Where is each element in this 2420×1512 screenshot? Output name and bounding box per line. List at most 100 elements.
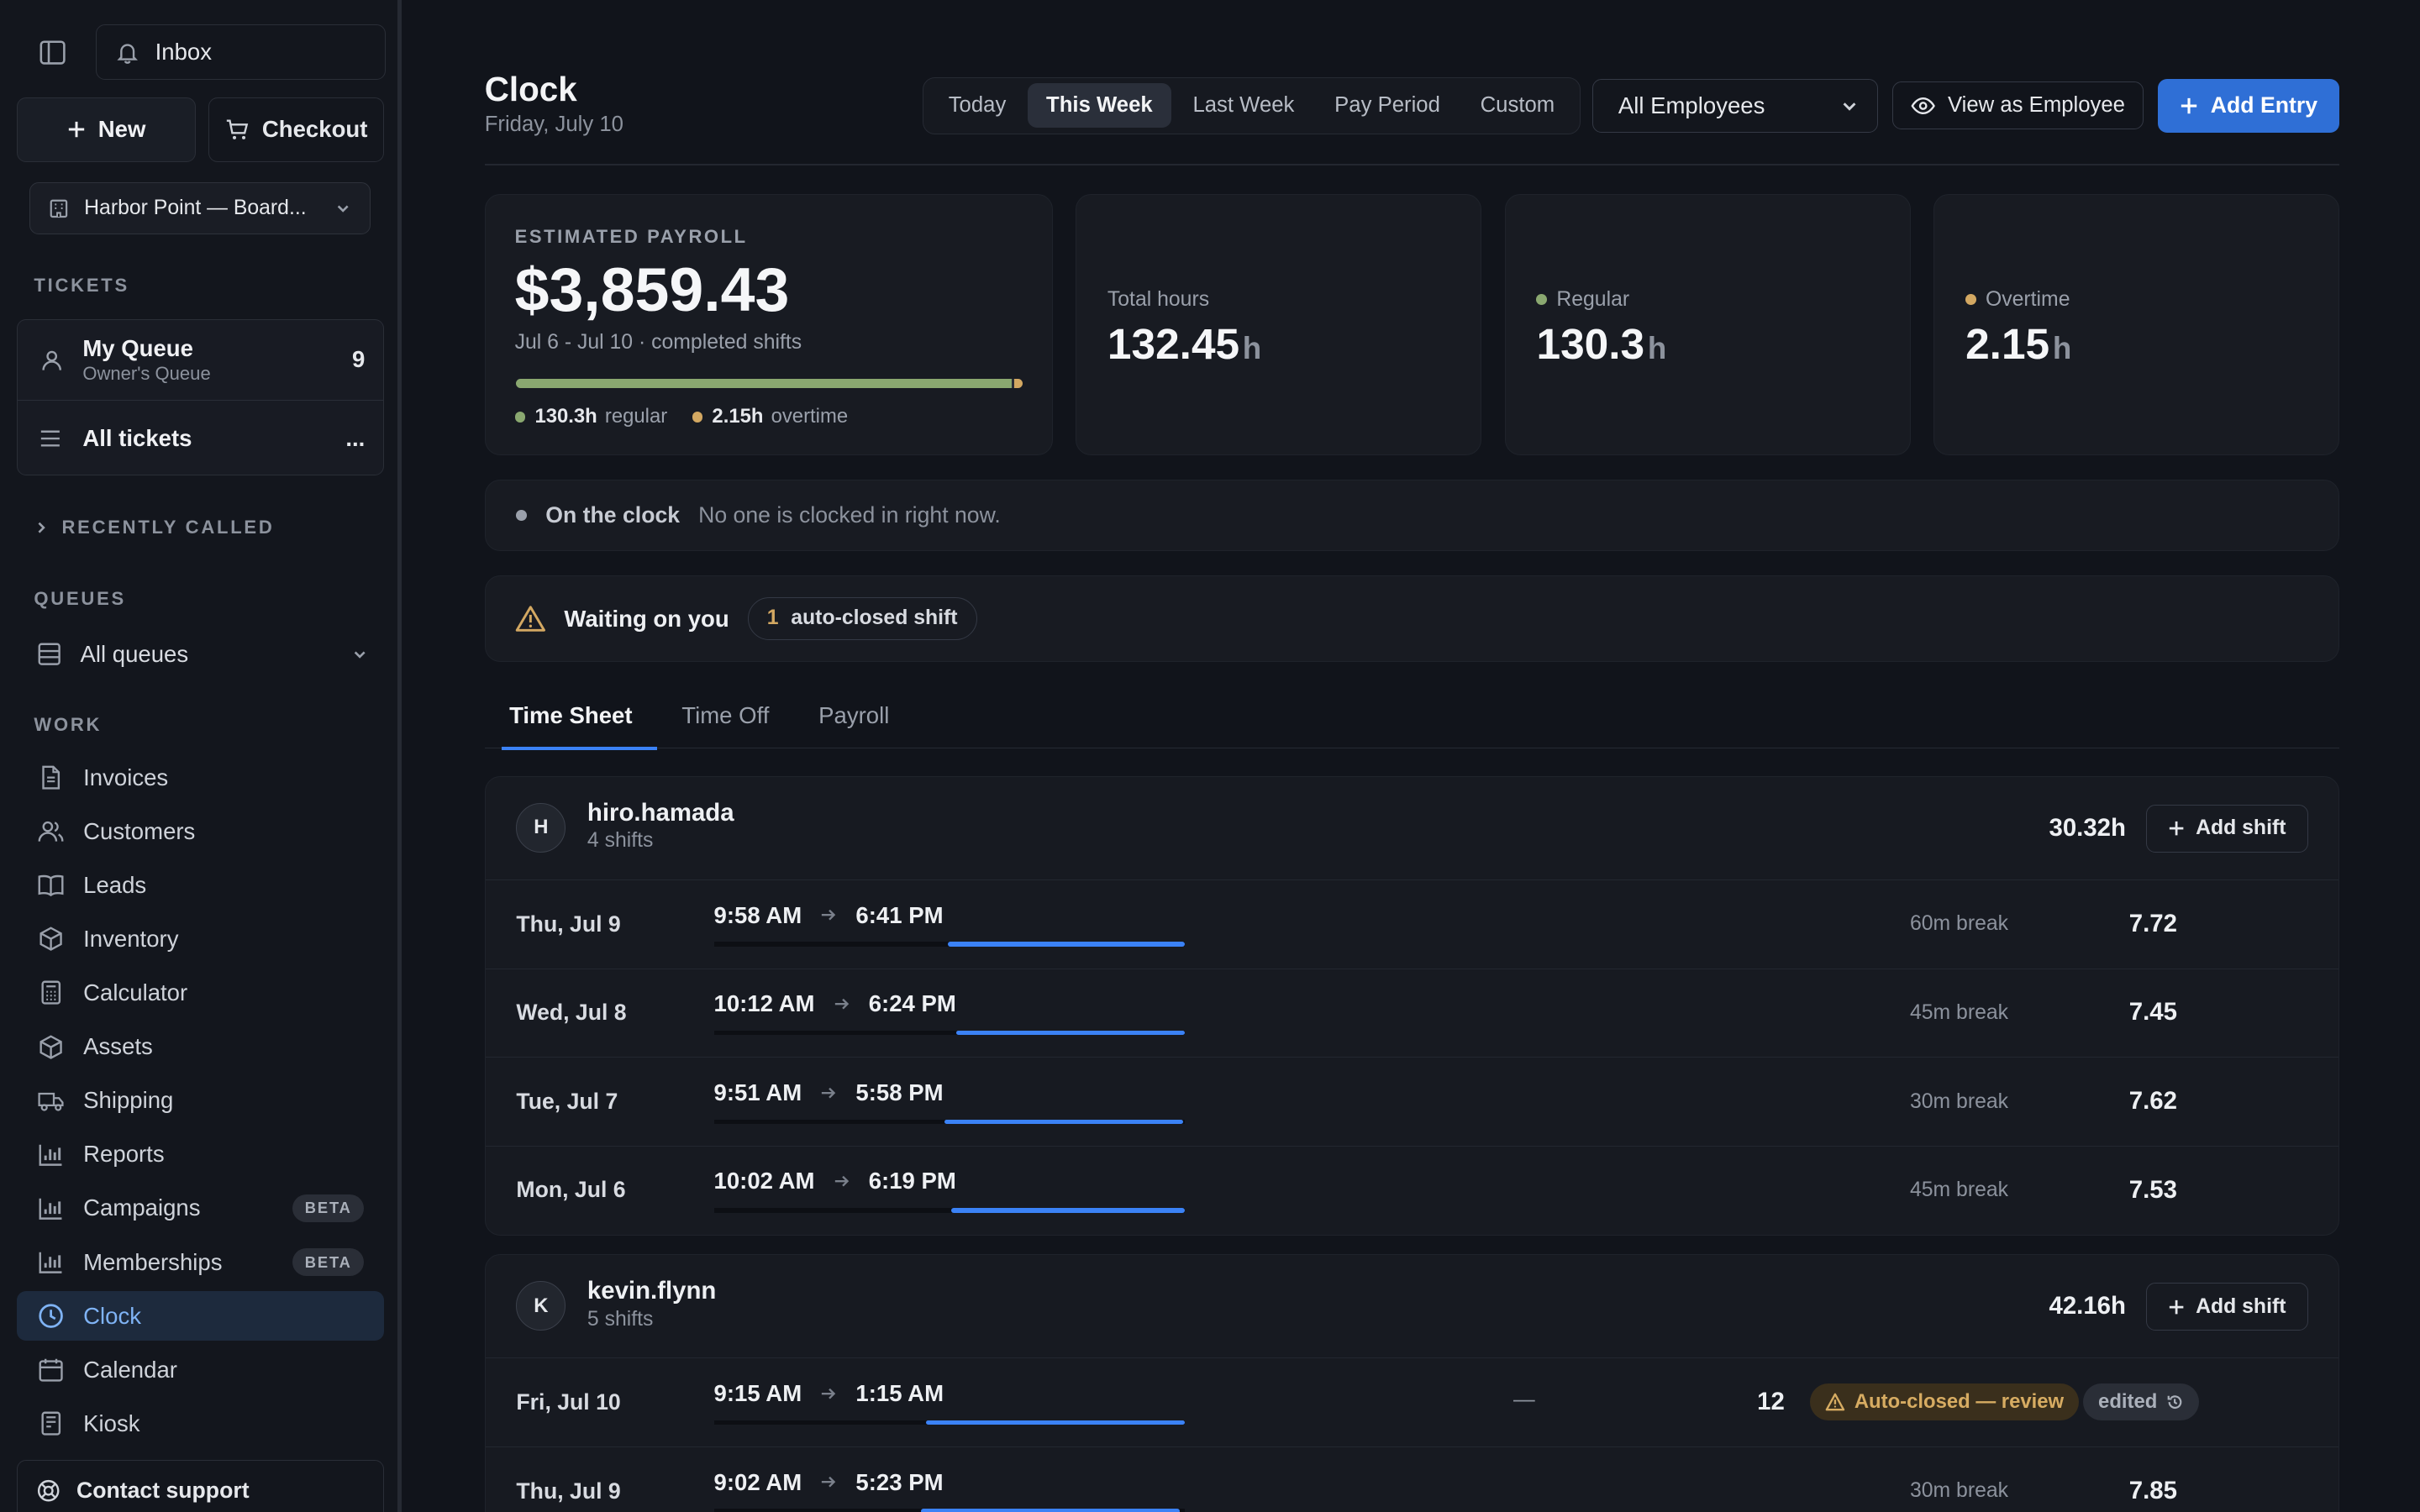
overtime-hours-label: Overtime xyxy=(1965,288,2070,312)
shift-end: 6:24 PM xyxy=(868,990,956,1017)
sidebar-item-clock[interactable]: Clock xyxy=(17,1291,385,1341)
recently-called-toggle[interactable]: RECENTLY CALLED xyxy=(34,517,274,538)
shift-break: — xyxy=(1512,1388,1535,1412)
total-hours-value: 132.45 h xyxy=(1107,318,1261,369)
checkout-button[interactable]: Checkout xyxy=(208,97,385,162)
on-clock-text: No one is clocked in right now. xyxy=(698,501,1001,528)
sidebar-item-shipping[interactable]: Shipping xyxy=(17,1076,384,1126)
sidebar-item-customers[interactable]: Customers xyxy=(17,806,384,856)
overtime-hours-label-text: Overtime xyxy=(1985,287,2070,311)
sidebar-item-assets[interactable]: Assets xyxy=(17,1022,384,1072)
recently-called-label: RECENTLY CALLED xyxy=(61,517,275,538)
sidebar-item-label: Invoices xyxy=(83,764,169,790)
tab-time-sheet[interactable]: Time Sheet xyxy=(485,684,657,750)
add-entry-button[interactable]: Add Entry xyxy=(2157,78,2340,133)
chevron-down-icon xyxy=(335,201,350,216)
store-selector[interactable]: Harbor Point — Board... xyxy=(29,181,371,235)
tickets-heading: TICKETS xyxy=(34,274,129,296)
all-queues-label: All queues xyxy=(80,640,189,667)
my-queue-count: 9 xyxy=(351,346,366,373)
legend-regular-value: 130.3h xyxy=(534,405,597,428)
auto-closed-badge[interactable]: Auto-closed — review xyxy=(1809,1383,2080,1420)
shift-start: 10:02 AM xyxy=(713,1168,815,1194)
shift-day: Thu, Jul 9 xyxy=(516,911,621,937)
sidebar: Inbox New Checkout Harbor Point — Board. xyxy=(0,0,402,1512)
all-queues-selector[interactable]: All queues xyxy=(37,636,367,673)
new-button[interactable]: New xyxy=(17,97,197,162)
shift-row[interactable]: Thu, Jul 9 9:02 AM 5:23 PM 30m break 7.85 xyxy=(486,1447,2339,1512)
timesheet-tabs: Time Sheet Time Off Payroll xyxy=(484,684,2340,750)
users-icon xyxy=(37,817,65,845)
sidebar-item-inventory[interactable]: Inventory xyxy=(17,915,384,964)
shift-end: 5:58 PM xyxy=(855,1079,944,1105)
sidebar-item-kiosk[interactable]: Kiosk xyxy=(17,1399,384,1449)
shift-timeline-track xyxy=(713,1420,1185,1425)
shift-timeline-track xyxy=(713,942,1185,947)
shift-start: 9:58 AM xyxy=(713,901,802,928)
bar-chart-icon xyxy=(37,1194,65,1222)
shift-timeline-fill xyxy=(944,1119,1184,1125)
shift-hours: 7.72 xyxy=(2128,909,2177,937)
tab-time-off[interactable]: Time Off xyxy=(681,702,770,729)
range-tab-last-week[interactable]: Last Week xyxy=(1192,93,1295,118)
tab-payroll[interactable]: Payroll xyxy=(818,702,890,729)
shift-break: 45m break xyxy=(1909,1179,2009,1202)
chevron-down-icon xyxy=(352,647,367,662)
waiting-label: Waiting on you xyxy=(564,605,729,632)
eye-icon xyxy=(1911,97,1935,115)
shift-row[interactable]: Tue, Jul 7 9:51 AM 5:58 PM 30m break 7.62 xyxy=(485,1058,2339,1147)
shift-row[interactable]: Wed, Jul 8 10:12 AM 6:24 PM 45m break 7.45 xyxy=(485,969,2339,1058)
inbox-button[interactable]: Inbox xyxy=(95,24,387,81)
shift-times: 9:02 AM 5:23 PM xyxy=(714,1469,944,1496)
shift-day: Tue, Jul 7 xyxy=(516,1088,618,1114)
sidebar-item-memberships[interactable]: Memberships BETA xyxy=(17,1237,384,1287)
queues-heading: QUEUES xyxy=(34,587,126,609)
all-tickets-item[interactable]: All tickets ... xyxy=(18,401,383,476)
sidebar-item-calendar[interactable]: Calendar xyxy=(17,1345,384,1394)
add-shift-button[interactable]: Add shift xyxy=(2145,1283,2308,1331)
shift-end: 1:15 AM xyxy=(855,1379,944,1406)
regular-bar-fill xyxy=(516,378,1012,388)
auto-closed-shift-pill[interactable]: 1 auto-closed shift xyxy=(747,596,977,641)
sidebar-toggle-icon[interactable] xyxy=(31,26,74,78)
hours-unit: h xyxy=(1647,331,1667,366)
range-tab-this-week[interactable]: This Week xyxy=(1028,83,1171,129)
employee-filter-select[interactable]: All Employees xyxy=(1592,78,1879,133)
book-icon xyxy=(37,871,65,899)
sidebar-item-reports[interactable]: Reports xyxy=(17,1130,384,1179)
auto-closed-badge-label: Auto-closed — review xyxy=(1854,1389,2065,1413)
history-icon xyxy=(2166,1394,2183,1410)
sidebar-item-label: Shipping xyxy=(83,1087,174,1114)
contact-support-button[interactable]: Contact support xyxy=(17,1459,385,1512)
sidebar-item-label: Customers xyxy=(83,817,196,844)
my-queue-item[interactable]: My Queue Owner's Queue 9 xyxy=(18,320,384,401)
shift-row[interactable]: Thu, Jul 9 9:58 AM 6:41 PM 60m break 7.72 xyxy=(485,880,2339,969)
chevron-right-icon xyxy=(34,520,49,535)
more-options-icon[interactable]: ... xyxy=(345,424,366,451)
range-tab-custom[interactable]: Custom xyxy=(1480,93,1555,118)
header-divider xyxy=(484,163,2340,165)
plus-icon xyxy=(2180,97,2198,115)
store-name: Harbor Point — Board... xyxy=(84,196,307,219)
shift-row[interactable]: Mon, Jul 6 10:02 AM 6:19 PM 45m break 7.53 xyxy=(486,1147,2339,1236)
shift-day: Wed, Jul 8 xyxy=(516,1000,627,1026)
edited-badge[interactable]: edited xyxy=(2082,1383,2199,1420)
edited-badge-label: edited xyxy=(2098,1389,2158,1413)
legend-overtime-value: 2.15h xyxy=(712,405,764,428)
range-tab-pay-period[interactable]: Pay Period xyxy=(1334,93,1440,118)
shift-row[interactable]: Fri, Jul 10 9:15 AM 1:15 AM — 12 Auto-closed … xyxy=(485,1358,2339,1447)
hours-unit: h xyxy=(1242,331,1262,366)
range-tab-today[interactable]: Today xyxy=(948,93,1007,118)
sidebar-item-invoices[interactable]: Invoices xyxy=(17,753,384,802)
regular-dot-icon xyxy=(514,412,526,423)
payroll-legend: 130.3h regular 2.15h overtime xyxy=(514,405,848,428)
sidebar-item-campaigns[interactable]: Campaigns BETA xyxy=(17,1184,384,1233)
view-as-employee-button[interactable]: View as Employee xyxy=(1891,81,2144,130)
auto-closed-count: 1 xyxy=(766,606,779,630)
shift-break: 45m break xyxy=(1909,1001,2009,1025)
sidebar-item-calculator[interactable]: Calculator xyxy=(17,969,384,1018)
add-shift-button[interactable]: Add shift xyxy=(2145,804,2308,853)
shift-timeline-track xyxy=(713,1119,1185,1125)
sidebar-item-leads[interactable]: Leads xyxy=(17,861,384,911)
